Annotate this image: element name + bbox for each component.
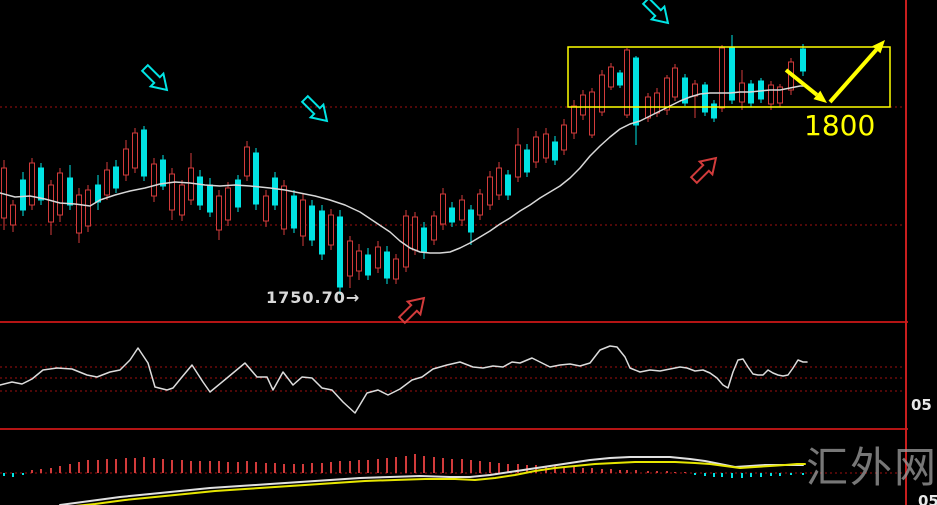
- candle-body: [291, 195, 297, 229]
- candle-body: [571, 105, 577, 134]
- candle-body: [216, 195, 222, 231]
- candle-body: [104, 169, 110, 196]
- candle-body: [393, 258, 399, 280]
- candle-body: [48, 184, 54, 223]
- candle-body: [777, 86, 783, 104]
- ma-line: [0, 85, 807, 254]
- candle-body: [281, 185, 287, 230]
- candle-body: [664, 77, 670, 111]
- right-axis-label-bottom: 05: [918, 492, 937, 505]
- trend-arrow-head: [813, 90, 827, 103]
- candle-body: [672, 67, 678, 98]
- highlight-box: [567, 46, 891, 108]
- candle-body: [160, 159, 166, 187]
- candle-body: [599, 74, 605, 113]
- candle-body: [496, 167, 502, 196]
- candle-body: [505, 174, 511, 196]
- trend-arrow-shaft: [828, 48, 878, 104]
- candle-body: [711, 103, 717, 119]
- candle-body: [263, 195, 269, 222]
- candle-body: [169, 173, 175, 211]
- candle-body: [319, 210, 325, 255]
- candle-body: [76, 194, 82, 234]
- candle-body: [459, 199, 465, 221]
- sell-signal-arrow-icon: [300, 94, 329, 123]
- buy-signal-arrow-icon: [689, 156, 718, 185]
- candle-body: [403, 215, 409, 268]
- candle-body: [123, 148, 129, 176]
- resistance-price-label: 1800: [804, 109, 876, 142]
- candle-body: [533, 136, 539, 163]
- trend-arrow-shaft: [784, 68, 819, 97]
- candle-body: [132, 132, 138, 169]
- candle-body: [235, 179, 241, 208]
- candle-body: [468, 209, 474, 233]
- candle-body: [347, 240, 353, 277]
- candle-body: [524, 149, 530, 173]
- candle-body: [38, 167, 44, 201]
- candle-body: [682, 77, 688, 104]
- candle-body: [654, 92, 660, 114]
- right-axis-label-mid: 05: [911, 396, 932, 414]
- candle-body: [113, 166, 119, 189]
- candle-body: [617, 72, 623, 86]
- oscillator-line: [0, 345, 808, 414]
- candle-body: [719, 47, 725, 109]
- candle-body: [768, 84, 774, 105]
- candle-body: [272, 177, 278, 206]
- candle-body: [589, 91, 595, 136]
- low-price-label: 1750.70→: [266, 288, 361, 307]
- candle-body: [253, 152, 259, 205]
- candle-body: [337, 216, 343, 288]
- candle-body: [197, 176, 203, 206]
- trend-arrow-head: [872, 40, 885, 54]
- candle-body: [421, 227, 427, 253]
- candle-body: [800, 48, 806, 72]
- candle-body: [29, 162, 35, 206]
- candle-body: [57, 172, 63, 216]
- sell-signal-arrow-icon: [641, 0, 670, 25]
- watermark: 汇外网: [806, 443, 937, 492]
- candle-body: [552, 141, 558, 161]
- candle-body: [561, 124, 567, 151]
- candle-body: [328, 214, 334, 246]
- sell-signal-arrow-icon: [140, 63, 169, 92]
- candle-body: [449, 207, 455, 223]
- candle-body: [85, 189, 91, 227]
- candle-body: [151, 163, 157, 197]
- candle-body: [515, 144, 521, 178]
- candle-body: [225, 187, 231, 221]
- candle-body: [624, 49, 630, 116]
- candle-body: [702, 84, 708, 113]
- candle-body: [244, 146, 250, 177]
- candle-body: [608, 66, 614, 88]
- candle-body: [633, 57, 639, 126]
- candle-body: [20, 179, 26, 211]
- candle-body: [10, 204, 16, 226]
- candle-body: [580, 94, 586, 116]
- candle-body: [384, 251, 390, 279]
- candle-body: [67, 177, 73, 206]
- candle-body: [309, 205, 315, 241]
- candle-body: [141, 129, 147, 177]
- candle-body: [477, 193, 483, 216]
- candle-body: [300, 199, 306, 237]
- candle-body: [440, 193, 446, 225]
- candle-body: [179, 184, 185, 216]
- candle-body: [356, 250, 362, 272]
- candle-body: [412, 216, 418, 251]
- candle-body: [207, 184, 213, 213]
- macd-dea-line: [74, 461, 806, 505]
- buy-signal-arrow-icon: [397, 296, 426, 325]
- candle-body: [748, 83, 754, 104]
- candle-body: [375, 246, 381, 269]
- candle-body: [431, 215, 437, 241]
- candle-body: [365, 254, 371, 276]
- candle-body: [543, 133, 549, 159]
- candle-body: [487, 176, 493, 206]
